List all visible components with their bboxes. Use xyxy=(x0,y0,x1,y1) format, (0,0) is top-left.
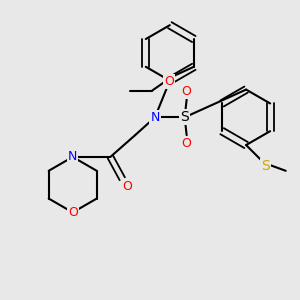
Text: O: O xyxy=(182,136,192,150)
Text: N: N xyxy=(68,150,77,164)
Text: S: S xyxy=(262,159,270,173)
Text: O: O xyxy=(68,206,78,219)
Text: N: N xyxy=(150,111,160,124)
Text: O: O xyxy=(164,75,174,88)
Text: O: O xyxy=(182,85,192,98)
Text: S: S xyxy=(180,110,189,124)
Text: O: O xyxy=(122,180,132,193)
